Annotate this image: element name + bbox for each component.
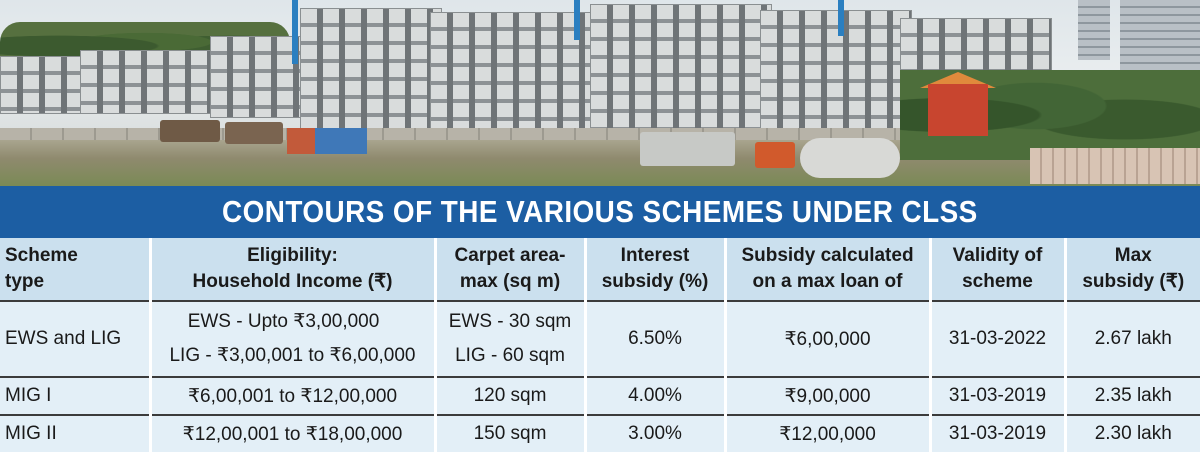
cell-scheme: MIG II [0, 415, 150, 452]
truck [755, 142, 795, 168]
truck [225, 122, 283, 144]
header-eligibility: Eligibility: Household Income (₹) [148, 238, 435, 302]
table-row: EWS and LIG EWS - Upto ₹3,00,000 LIG - ₹… [0, 301, 1200, 378]
header-max-subsidy: Max subsidy (₹) [1063, 238, 1200, 302]
tower-block [1078, 0, 1110, 60]
cell-carpet-line: LIG - 60 sqm [455, 345, 565, 366]
schemes-table: Scheme type Eligibility: Household Incom… [0, 238, 1200, 452]
cell-interest: 3.00% [583, 415, 725, 452]
cement-mixer-truck [800, 138, 900, 178]
cell-max-subsidy: 2.67 lakh [1063, 301, 1200, 378]
cell-interest: 6.50% [583, 301, 725, 378]
fence [1030, 148, 1200, 184]
banner-title: CONTOURS OF THE VARIOUS SCHEMES UNDER CL… [222, 194, 978, 229]
header-scheme-type: Scheme type [0, 238, 150, 302]
construction-site-photo [0, 0, 1200, 186]
building [0, 56, 82, 114]
cell-carpet: EWS - 30 sqm LIG - 60 sqm [433, 301, 585, 378]
truck [640, 132, 735, 166]
shipping-container [287, 128, 315, 154]
table-header-row: Scheme type Eligibility: Household Incom… [0, 238, 1200, 302]
cell-loan: ₹12,00,000 [723, 415, 930, 452]
cell-income: ₹6,00,001 to ₹12,00,000 [148, 377, 435, 416]
cell-loan: ₹6,00,000 [723, 301, 930, 378]
building [760, 10, 912, 132]
header-subsidy-loan: Subsidy calculated on a max loan of [723, 238, 930, 302]
building [590, 4, 772, 132]
crane [574, 0, 580, 40]
cell-income-line: LIG - ₹3,00,001 to ₹6,00,000 [169, 345, 416, 366]
banner: CONTOURS OF THE VARIOUS SCHEMES UNDER CL… [0, 186, 1200, 238]
table-row: MIG II ₹12,00,001 to ₹18,00,000 150 sqm … [0, 415, 1200, 452]
header-carpet-area: Carpet area- max (sq m) [433, 238, 585, 302]
building [80, 50, 212, 114]
header-interest-subsidy: Interest subsidy (%) [583, 238, 725, 302]
cell-interest: 4.00% [583, 377, 725, 416]
cell-scheme: MIG I [0, 377, 150, 416]
header-validity: Validity of scheme [928, 238, 1065, 302]
cell-validity: 31-03-2019 [928, 377, 1065, 416]
cell-carpet: 120 sqm [433, 377, 585, 416]
cell-validity: 31-03-2019 [928, 415, 1065, 452]
cell-scheme: EWS and LIG [0, 301, 150, 378]
truck [160, 120, 220, 142]
hut [928, 84, 988, 136]
cell-income-line: EWS - Upto ₹3,00,000 [187, 311, 380, 332]
cell-loan: ₹9,00,000 [723, 377, 930, 416]
building [300, 8, 442, 130]
crane [292, 0, 298, 64]
cell-carpet: 150 sqm [433, 415, 585, 452]
crane [838, 0, 844, 36]
cell-validity: 31-03-2022 [928, 301, 1065, 378]
table-row: MIG I ₹6,00,001 to ₹12,00,000 120 sqm 4.… [0, 377, 1200, 416]
cell-income: EWS - Upto ₹3,00,000 LIG - ₹3,00,001 to … [148, 301, 435, 378]
cell-carpet-line: EWS - 30 sqm [448, 311, 572, 332]
cell-max-subsidy: 2.30 lakh [1063, 415, 1200, 452]
cell-max-subsidy: 2.35 lakh [1063, 377, 1200, 416]
cell-income: ₹12,00,001 to ₹18,00,000 [148, 415, 435, 452]
